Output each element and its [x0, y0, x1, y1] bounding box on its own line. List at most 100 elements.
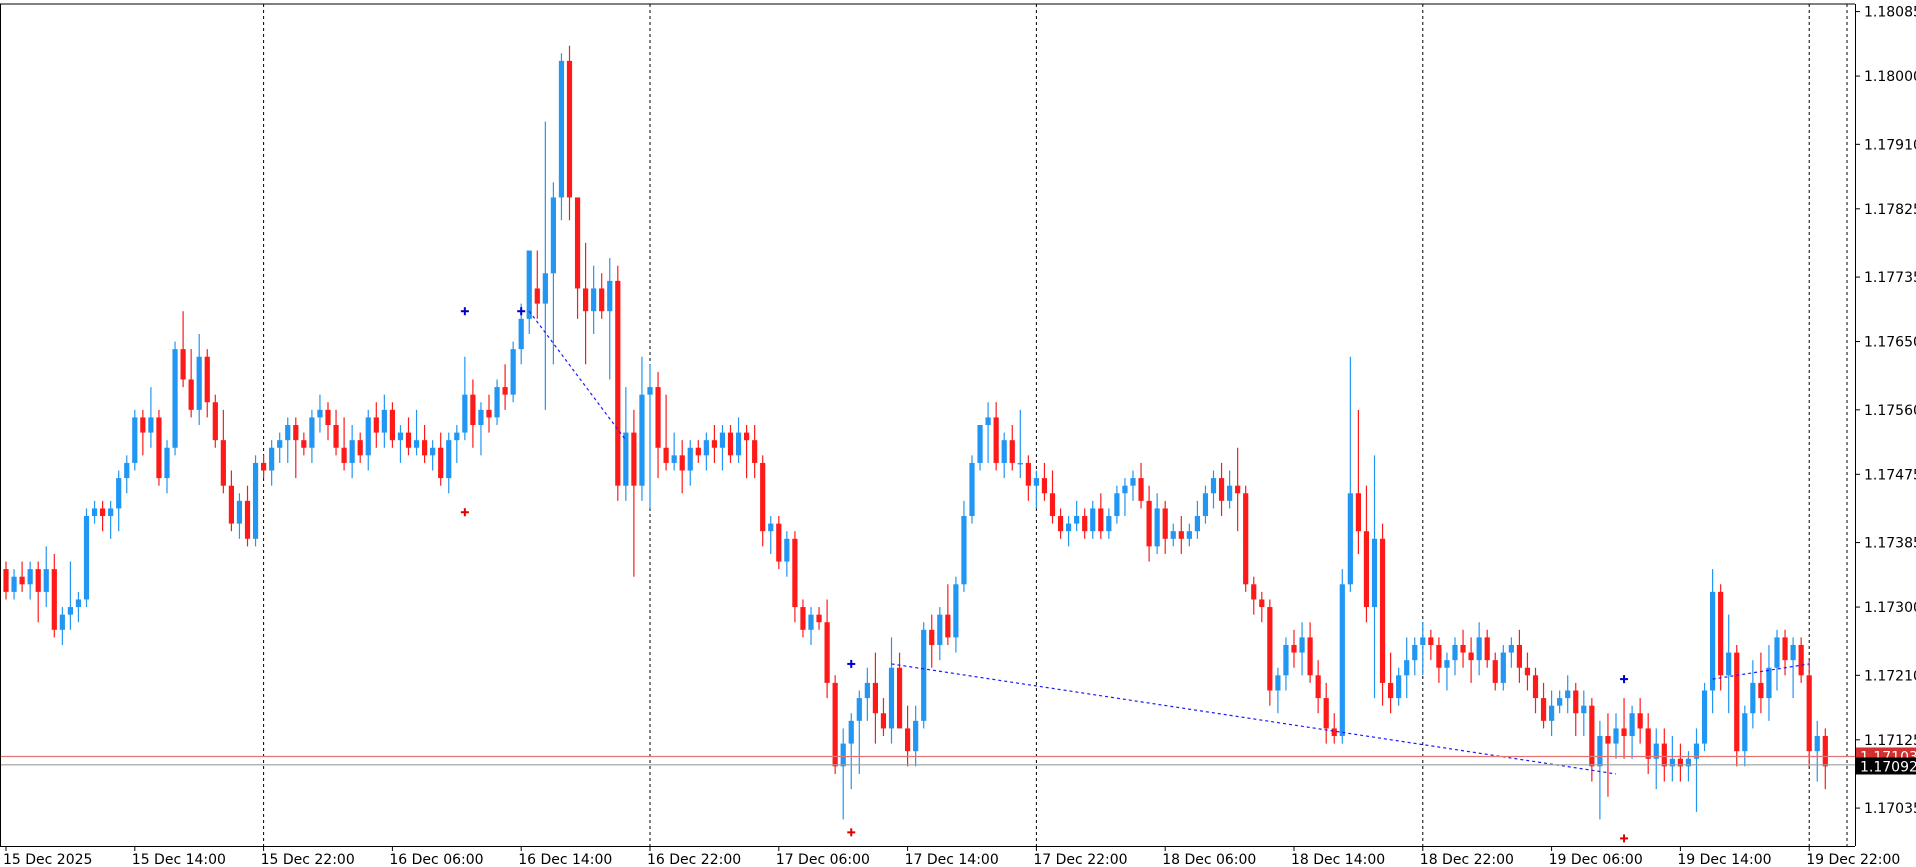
- candle: [832, 675, 838, 774]
- candle: [631, 409, 637, 577]
- candle: [1589, 698, 1595, 782]
- candle: [1162, 500, 1168, 554]
- candle: [502, 364, 508, 410]
- time-tick-label: 17 Dec 06:00: [776, 852, 870, 867]
- trade-trendline: [528, 310, 627, 441]
- candle: [277, 432, 283, 463]
- candle: [1726, 614, 1732, 714]
- candle: [1194, 500, 1200, 539]
- candle: [164, 440, 170, 494]
- candle: [381, 394, 387, 448]
- candle: [1573, 682, 1579, 737]
- candle: [1339, 569, 1345, 744]
- candles: [3, 45, 1828, 820]
- candle: [671, 432, 677, 471]
- candle: [430, 440, 436, 471]
- candle: [985, 402, 991, 463]
- candle: [703, 432, 709, 471]
- candle: [1540, 682, 1547, 729]
- candle: [1396, 667, 1402, 706]
- candle: [1621, 698, 1627, 759]
- candle: [204, 349, 210, 418]
- candle: [422, 425, 428, 463]
- candle: [470, 379, 476, 448]
- candle: [1033, 470, 1039, 509]
- candle: [945, 584, 951, 645]
- candle: [140, 409, 146, 456]
- candle: [1452, 637, 1458, 676]
- candle: [301, 432, 307, 456]
- price-tick-label: 1.17825: [1864, 202, 1916, 218]
- candle: [1476, 622, 1482, 676]
- sell-marker: [847, 828, 856, 837]
- trade-trendline: [891, 663, 1617, 775]
- candle: [1613, 713, 1619, 759]
- time-tick-label: 15 Dec 14:00: [132, 852, 226, 867]
- candle: [67, 561, 73, 630]
- candle: [993, 402, 999, 471]
- candle: [1202, 485, 1209, 524]
- candle: [1508, 637, 1514, 668]
- candle: [744, 425, 750, 479]
- time-tick-label: 18 Dec 14:00: [1291, 852, 1385, 867]
- candle: [953, 576, 959, 653]
- price-tick-label: 1.18085: [1864, 5, 1916, 21]
- candle: [124, 455, 130, 494]
- candle: [1154, 493, 1160, 554]
- time-tick-label: 16 Dec 22:00: [647, 852, 741, 867]
- candle: [591, 265, 597, 334]
- candle: [1307, 622, 1313, 683]
- candle: [27, 561, 33, 600]
- candle: [1138, 462, 1144, 509]
- time-axis: 15 Dec 2025 15 Dec 14:00 15 Dec 22:00 16 De…: [3, 846, 1900, 867]
- candle: [1363, 485, 1370, 623]
- candle: [317, 394, 323, 433]
- candle: [623, 387, 629, 501]
- candle: [1090, 500, 1096, 539]
- candle: [1790, 637, 1796, 699]
- candle: [929, 614, 935, 668]
- candle: [1146, 485, 1152, 562]
- buy-marker: [460, 307, 469, 316]
- candle: [454, 425, 460, 463]
- candle: [220, 409, 226, 494]
- candle: [1025, 455, 1031, 501]
- candle: [1379, 523, 1386, 706]
- candle: [719, 425, 726, 471]
- candle: [1057, 508, 1064, 539]
- time-tick-label: 18 Dec 22:00: [1420, 852, 1514, 867]
- candle: [558, 53, 565, 221]
- time-tick-label: 17 Dec 22:00: [1033, 852, 1127, 867]
- candle: [961, 500, 967, 592]
- candle: [1259, 591, 1265, 623]
- candle: [1170, 523, 1176, 547]
- price-tick-label: 1.17210: [1864, 668, 1916, 684]
- candle: [1001, 432, 1007, 479]
- candle: [1412, 637, 1418, 676]
- candle: [180, 311, 186, 388]
- buy-marker: [1620, 675, 1629, 684]
- candle: [373, 402, 379, 448]
- candle: [1718, 584, 1724, 691]
- price-axis: 1.18085 1.18000 1.17910 1.17825 1.17735 1.176…: [1855, 5, 1916, 817]
- candle: [880, 698, 887, 737]
- candle: [1041, 462, 1048, 501]
- candle: [526, 250, 532, 334]
- candle: [100, 500, 106, 532]
- candle: [494, 379, 500, 425]
- price-tick-label: 1.17560: [1864, 403, 1916, 419]
- candle: [1178, 516, 1184, 554]
- candle: [75, 591, 82, 623]
- candle: [3, 561, 9, 600]
- candle: [599, 273, 605, 319]
- candle: [1597, 720, 1603, 820]
- candle: [1130, 470, 1136, 501]
- candle: [1291, 629, 1297, 668]
- candle: [800, 599, 806, 638]
- candle: [212, 394, 218, 448]
- time-tick-label: 16 Dec 06:00: [389, 852, 483, 867]
- candle: [872, 652, 878, 744]
- candle: [1049, 470, 1056, 524]
- candle: [583, 242, 589, 365]
